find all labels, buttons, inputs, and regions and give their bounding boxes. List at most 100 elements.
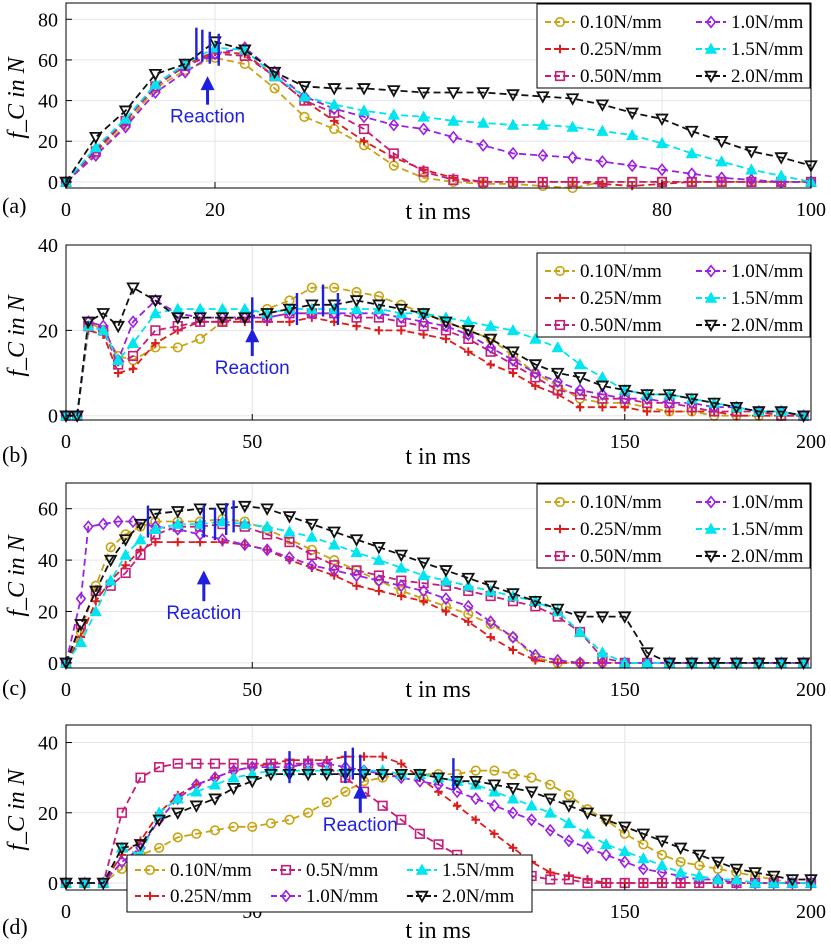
data-point	[486, 632, 495, 642]
data-point	[490, 829, 499, 839]
legend-label: 1.5N/mm	[731, 39, 804, 60]
legend-item: 1.5N/mm	[696, 39, 804, 60]
data-point	[447, 114, 460, 126]
reaction-arrow-head	[353, 784, 368, 799]
data-point	[120, 567, 131, 579]
data-point	[260, 308, 274, 321]
data-point	[617, 821, 632, 834]
data-point	[88, 131, 103, 145]
data-point	[507, 806, 519, 820]
data-point	[729, 657, 744, 671]
data-point	[418, 166, 429, 177]
data-point	[582, 877, 593, 889]
data-point	[470, 765, 481, 776]
data-point	[260, 503, 274, 516]
legend-label: 2.0N/mm	[731, 546, 804, 567]
data-point	[595, 611, 610, 624]
data-point	[74, 619, 88, 632]
data-point	[170, 506, 185, 519]
legend-marker	[554, 319, 566, 331]
data-point	[626, 159, 638, 173]
data-point	[744, 146, 759, 159]
data-point	[601, 877, 612, 889]
reaction-label: Reaction	[170, 107, 245, 128]
legend-label: 0.25N/mm	[170, 886, 252, 907]
data-point	[264, 768, 278, 782]
series-line	[66, 773, 811, 884]
data-point	[686, 176, 697, 188]
data-point	[714, 136, 729, 149]
y-tick-label: 40	[38, 550, 58, 572]
data-point	[372, 542, 386, 555]
data-point	[477, 138, 489, 152]
data-point	[526, 813, 537, 827]
data-point	[655, 136, 669, 149]
data-point	[617, 611, 632, 624]
data-point	[88, 585, 103, 599]
data-point	[305, 299, 319, 312]
data-point	[550, 603, 565, 617]
y-tick-label: 0	[48, 172, 58, 194]
data-point	[506, 118, 520, 130]
data-point	[768, 876, 780, 890]
data-point	[580, 807, 595, 820]
x-tick-label: 0	[61, 901, 71, 923]
data-point	[172, 342, 183, 353]
data-point	[752, 406, 766, 419]
data-point	[96, 308, 111, 321]
x-tick-label: 150	[610, 901, 640, 923]
legend-item: 0.10N/mm	[135, 860, 252, 881]
data-point	[416, 87, 431, 100]
data-point	[305, 518, 319, 532]
legend-marker	[280, 864, 292, 876]
data-point	[506, 792, 520, 804]
legend-label: 2.0N/mm	[731, 315, 804, 336]
data-point	[119, 112, 132, 124]
data-point	[786, 876, 799, 888]
x-tick-label: 50	[242, 431, 262, 453]
data-point	[116, 855, 128, 869]
data-point	[525, 799, 538, 811]
data-point	[675, 877, 686, 889]
data-point	[596, 646, 609, 658]
data-point	[191, 828, 202, 839]
legend-marker	[704, 70, 718, 84]
data-point	[544, 823, 556, 837]
data-point	[319, 768, 334, 782]
legend-marker	[704, 42, 718, 54]
data-point	[227, 771, 240, 783]
data-point	[89, 605, 102, 617]
legend-label: 1.5N/mm	[442, 860, 515, 881]
data-point	[151, 338, 160, 348]
series-line	[66, 286, 804, 417]
data-point	[545, 779, 556, 790]
data-point	[775, 169, 788, 181]
data-point	[464, 617, 473, 627]
data-point	[134, 533, 147, 545]
y-axis-label: f_C in N	[4, 55, 30, 138]
data-point	[655, 859, 669, 871]
x-tick-label: 50	[242, 679, 262, 701]
data-point	[118, 105, 133, 118]
data-point	[536, 118, 549, 130]
data-point	[306, 282, 317, 293]
data-point	[394, 768, 409, 782]
data-point	[237, 44, 252, 57]
data-point	[228, 821, 239, 832]
data-point	[327, 526, 342, 539]
data-point	[461, 325, 476, 338]
data-point	[91, 596, 101, 606]
legend-box	[536, 483, 811, 569]
data-point	[237, 500, 252, 514]
data-point	[413, 768, 427, 782]
data-point	[507, 630, 519, 644]
data-point	[508, 645, 518, 655]
legend-item: 1.5N/mm	[696, 519, 804, 540]
reaction-arrow-head	[245, 328, 260, 343]
data-point	[217, 532, 228, 547]
x-tick-label: 0	[61, 199, 71, 221]
data-point	[127, 350, 139, 362]
data-point	[693, 869, 706, 881]
panel-tag: (d)	[2, 914, 28, 939]
